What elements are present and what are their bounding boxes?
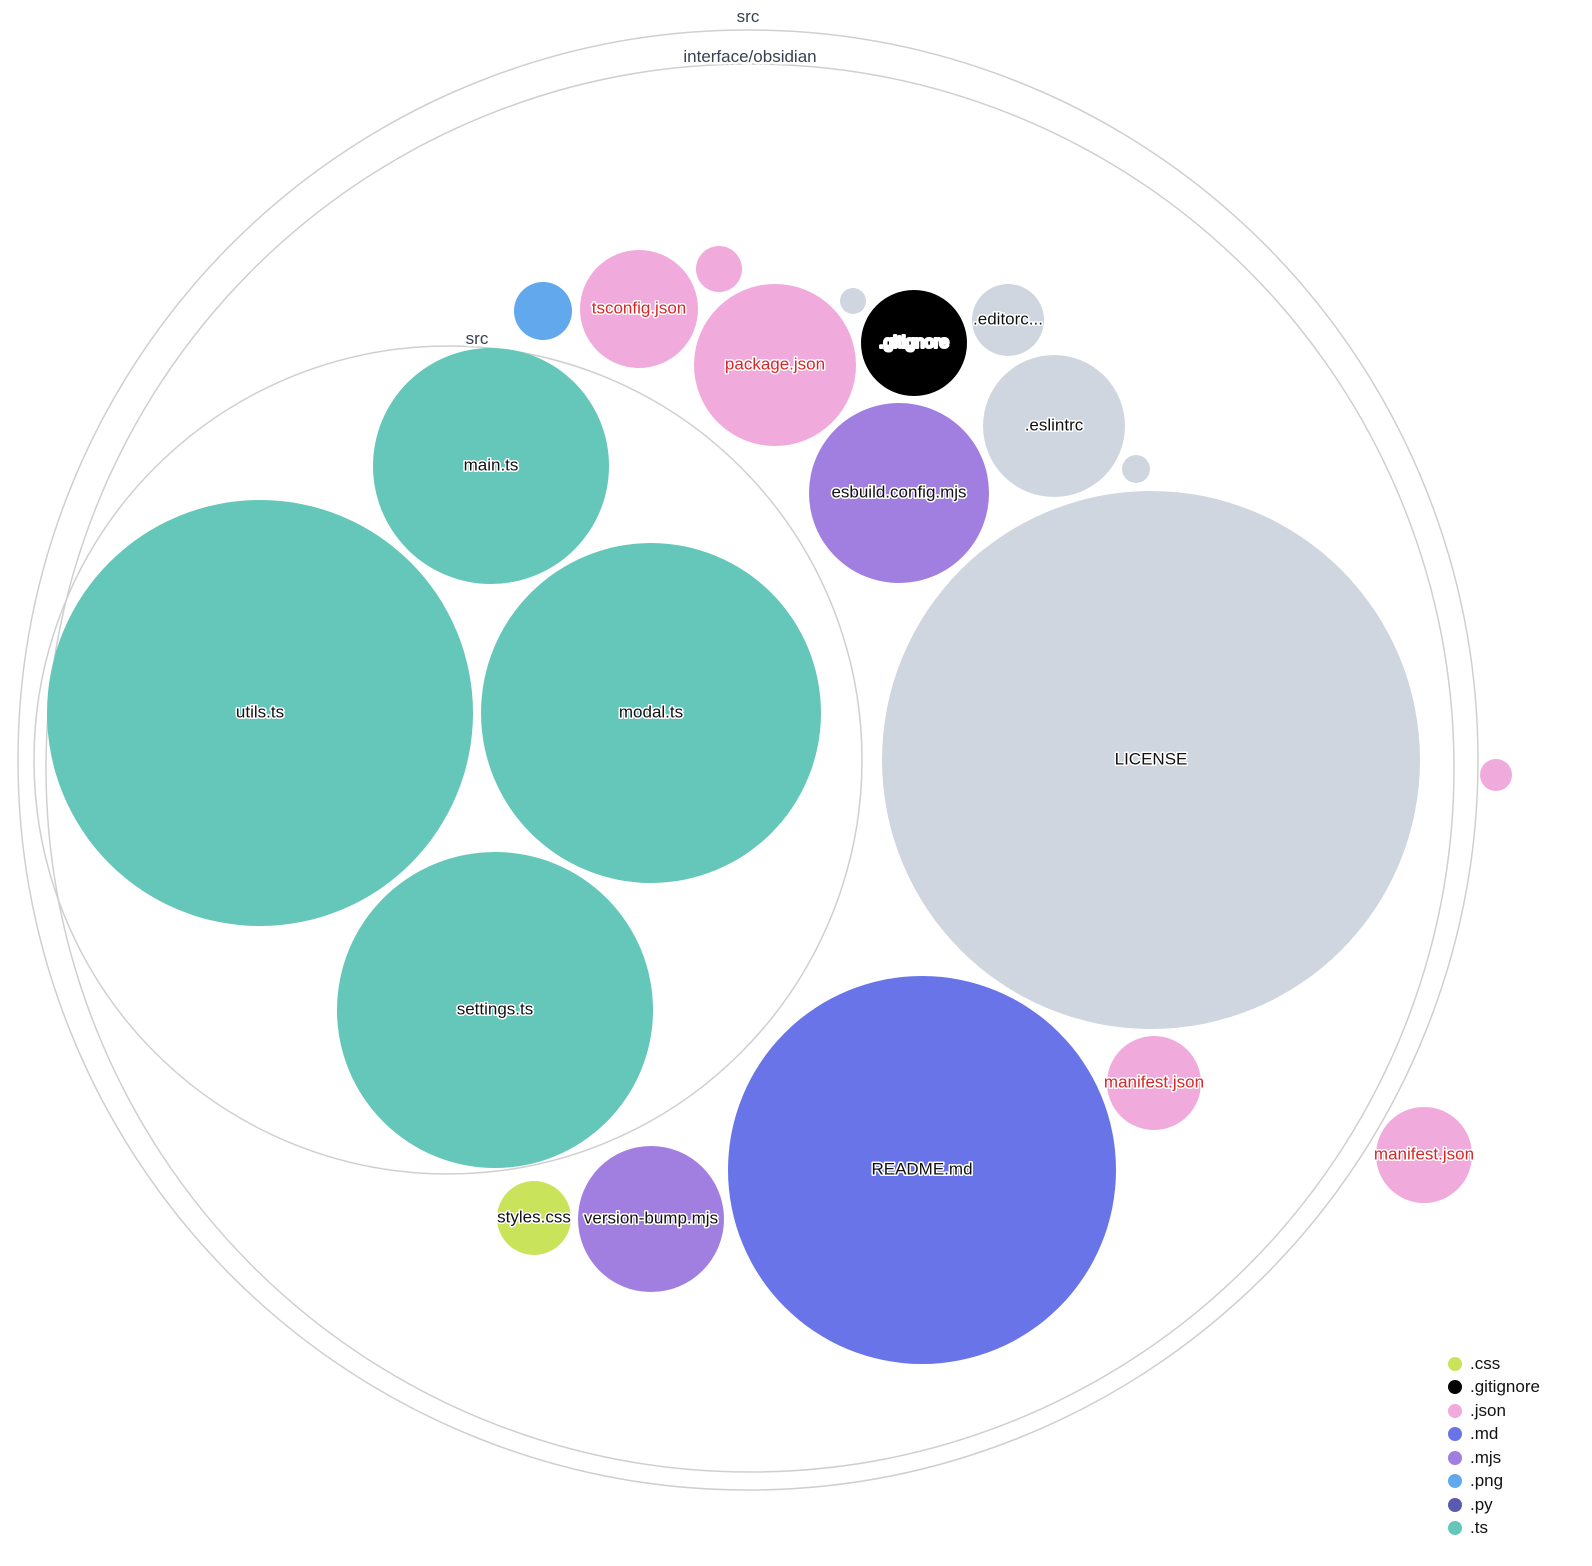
file-label-utils: utils.ts bbox=[236, 702, 284, 721]
file-label-license: LICENSE bbox=[1115, 749, 1188, 768]
file-circle-readme[interactable] bbox=[728, 976, 1116, 1364]
legend-swatch bbox=[1448, 1356, 1462, 1371]
file-label-eslintrc: .eslintrc bbox=[1025, 415, 1084, 434]
group-circle-inner_src[interactable] bbox=[33, 345, 863, 1175]
file-label-gitignore: .gitignore bbox=[879, 332, 949, 351]
file-label-styles: styles.css bbox=[497, 1207, 571, 1226]
file-circle-main[interactable] bbox=[373, 348, 609, 584]
file-label-manifest_outer: manifest.json bbox=[1374, 1144, 1474, 1163]
file-circle-package[interactable] bbox=[694, 284, 856, 446]
file-circle-small_json_2[interactable] bbox=[1480, 759, 1512, 791]
file-circle-eslintrc[interactable] bbox=[983, 355, 1125, 497]
legend-swatch bbox=[1448, 1474, 1462, 1489]
legend-label: .md bbox=[1470, 1424, 1499, 1444]
legend-item-json: .json bbox=[1448, 1399, 1540, 1423]
file-circle-small_json_1[interactable] bbox=[696, 246, 742, 292]
group-circle-obsidian[interactable] bbox=[45, 63, 1455, 1473]
file-circle-png[interactable] bbox=[514, 282, 572, 340]
file-label-esbuild: esbuild.config.mjs bbox=[831, 482, 966, 501]
file-circle-settings[interactable] bbox=[337, 852, 653, 1168]
file-circle-small_gray_2[interactable] bbox=[1122, 455, 1150, 483]
file-circle-utils[interactable] bbox=[47, 500, 473, 926]
legend-item-ts: .ts bbox=[1448, 1517, 1540, 1541]
file-label-package: package.json bbox=[725, 354, 825, 373]
file-circle-versionbump[interactable] bbox=[578, 1146, 724, 1292]
file-label-tsconfig: tsconfig.json bbox=[592, 298, 687, 317]
legend: .css .gitignore .json .md .mjs .png .py … bbox=[1448, 1352, 1540, 1540]
group-circle-root[interactable] bbox=[17, 29, 1479, 1491]
file-label-readme: README.md bbox=[871, 1159, 972, 1178]
group-label-obsidian: interface/obsidian bbox=[683, 47, 816, 66]
legend-item-mjs: .mjs bbox=[1448, 1446, 1540, 1470]
group-label-inner_src: src bbox=[466, 329, 489, 348]
legend-swatch bbox=[1448, 1521, 1462, 1536]
legend-item-md: .md bbox=[1448, 1423, 1540, 1447]
file-label-editorconfig: .editorc... bbox=[973, 309, 1043, 328]
legend-item-png: .png bbox=[1448, 1470, 1540, 1494]
legend-label: .mjs bbox=[1470, 1447, 1502, 1467]
file-circle-editorconfig[interactable] bbox=[972, 284, 1044, 356]
file-circle-styles[interactable] bbox=[497, 1181, 571, 1255]
legend-label: .py bbox=[1470, 1494, 1493, 1514]
file-circle-gitignore[interactable] bbox=[861, 290, 967, 396]
legend-label: .png bbox=[1470, 1471, 1504, 1491]
file-circle-small_gray_1[interactable] bbox=[840, 288, 866, 314]
file-label-settings: settings.ts bbox=[457, 999, 534, 1018]
group-label-root: src bbox=[737, 7, 760, 26]
legend-item-css: .css bbox=[1448, 1352, 1540, 1376]
file-circle-esbuild[interactable] bbox=[809, 403, 989, 583]
legend-item-gitignore: .gitignore bbox=[1448, 1376, 1540, 1400]
legend-swatch bbox=[1448, 1450, 1462, 1465]
legend-swatch bbox=[1448, 1427, 1462, 1442]
file-circle-manifest_outer[interactable] bbox=[1376, 1107, 1472, 1203]
legend-label: .css bbox=[1470, 1353, 1501, 1373]
legend-swatch bbox=[1448, 1403, 1462, 1418]
legend-swatch bbox=[1448, 1497, 1462, 1512]
file-label-modal: modal.ts bbox=[619, 702, 683, 721]
legend-label: .json bbox=[1470, 1400, 1506, 1420]
file-circle-modal[interactable] bbox=[481, 543, 821, 883]
file-label-versionbump: version-bump.mjs bbox=[584, 1208, 718, 1227]
legend-swatch bbox=[1448, 1380, 1462, 1395]
legend-label: .ts bbox=[1470, 1518, 1488, 1538]
file-label-manifest_inner: manifest.json bbox=[1104, 1072, 1204, 1091]
file-circle-tsconfig[interactable] bbox=[580, 250, 698, 368]
legend-item-py: .py bbox=[1448, 1493, 1540, 1517]
file-circle-license[interactable] bbox=[882, 491, 1420, 1029]
file-label-main: main.ts bbox=[464, 455, 519, 474]
file-circle-manifest_inner[interactable] bbox=[1107, 1036, 1201, 1130]
legend-label: .gitignore bbox=[1470, 1377, 1540, 1397]
